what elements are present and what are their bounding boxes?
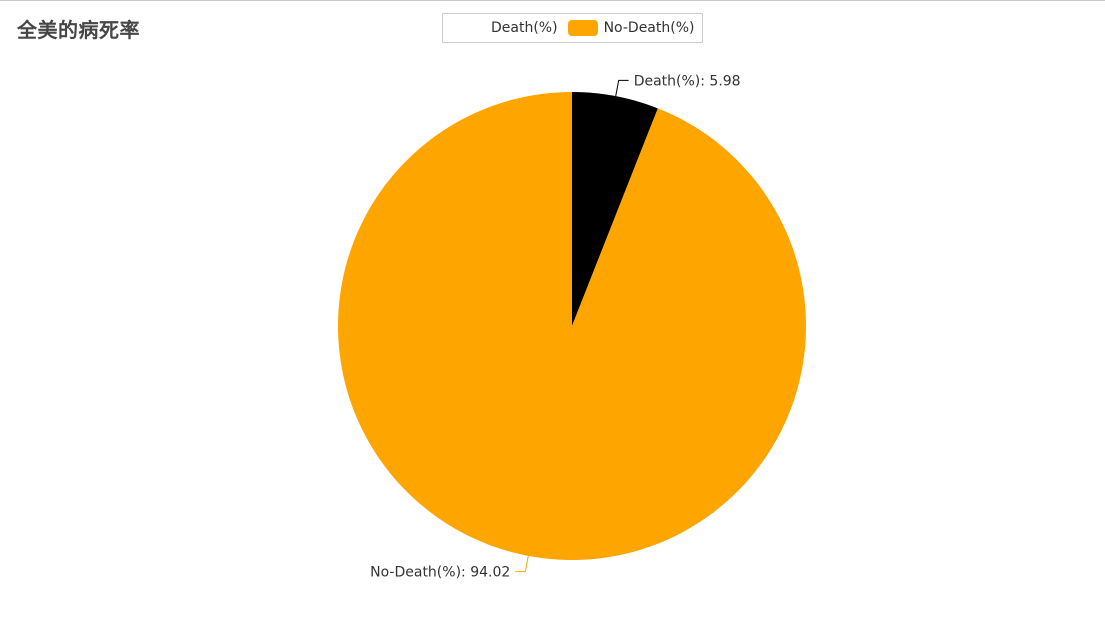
- slice-label-death: Death(%): 5.98: [634, 73, 741, 89]
- legend-label-no-death: No-Death(%): [603, 20, 695, 36]
- label-leader-no-death: [515, 555, 529, 573]
- top-border: [0, 0, 1105, 3]
- legend: Death(%) No-Death(%): [442, 13, 703, 43]
- slice-label-no-death: No-Death(%): 94.02: [370, 565, 510, 581]
- legend-swatch-no-death: [567, 20, 598, 36]
- pie-slice-no-death[interactable]: [337, 92, 807, 560]
- legend-swatch-death: [455, 20, 485, 36]
- pie-slice-death[interactable]: [572, 92, 658, 326]
- legend-label-death: Death(%): [491, 20, 558, 36]
- legend-item-no-death[interactable]: No-Death(%): [567, 20, 695, 36]
- legend-item-death[interactable]: Death(%): [455, 20, 558, 36]
- label-leader-death: [615, 79, 629, 97]
- chart-title: 全美的病死率: [17, 18, 140, 42]
